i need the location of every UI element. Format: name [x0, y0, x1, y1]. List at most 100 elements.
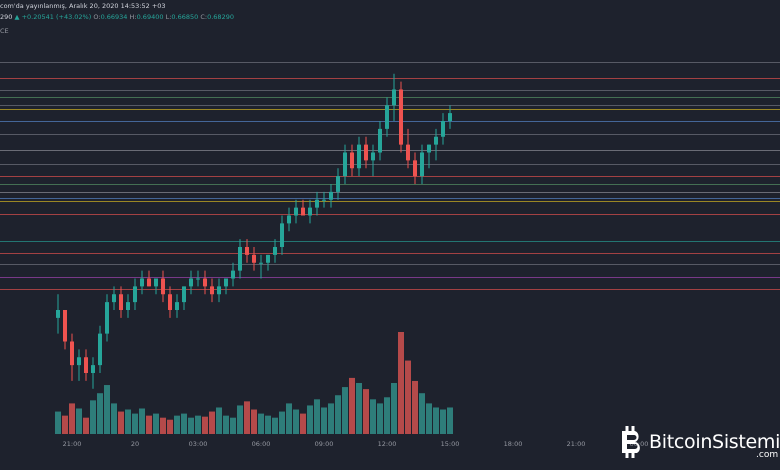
candle-53: [427, 144, 431, 169]
candle-45: [371, 144, 375, 177]
candle-49: [399, 81, 403, 153]
volume-bar-4: [83, 417, 89, 434]
volume-bar-14: [153, 413, 159, 434]
volume-bar-1: [62, 415, 68, 434]
candle-23: [217, 278, 221, 303]
candle-32: [280, 215, 284, 255]
volume-bar-55: [440, 409, 446, 434]
candle-18: [182, 286, 186, 310]
volume-bar-50: [405, 360, 411, 434]
candle-42: [350, 144, 354, 177]
candle-25: [231, 262, 235, 287]
volume-bar-0: [55, 411, 61, 434]
candle-20: [196, 270, 200, 287]
volume-bar-33: [286, 403, 292, 434]
candle-39: [329, 184, 333, 208]
candle-35: [301, 199, 305, 216]
price-change: +0.20541 (+43.02%): [21, 13, 92, 21]
candle-31: [273, 239, 277, 263]
volume-bar-2: [69, 403, 75, 434]
volume-bar-17: [174, 415, 180, 434]
volume-bar-23: [216, 407, 222, 434]
candle-52: [420, 144, 424, 184]
volume-bars: [55, 332, 453, 434]
volume-bar-24: [223, 415, 229, 434]
candle-48: [392, 73, 396, 121]
candle-50: [406, 128, 410, 169]
close-value: 0.68290: [207, 13, 234, 21]
candle-17: [175, 294, 179, 318]
volume-bar-30: [265, 415, 271, 434]
high-value: 0.69400: [136, 13, 164, 21]
x-tick-label-2: 03:00: [189, 440, 208, 448]
volume-bar-6: [97, 393, 103, 434]
candle-19: [189, 270, 193, 295]
volume-bar-38: [321, 407, 327, 434]
volume-bar-44: [363, 389, 369, 434]
horizontal-levels: [0, 62, 780, 290]
volume-bar-37: [314, 399, 320, 434]
candle-51: [413, 152, 417, 184]
volume-bar-31: [272, 417, 278, 434]
candle-14: [154, 278, 158, 295]
volume-bar-52: [419, 393, 425, 434]
candle-11: [133, 278, 137, 310]
candle-3: [77, 349, 81, 381]
volume-bar-28: [251, 409, 257, 434]
time-axis: 21:00 20 03:00 06:00 09:00 12:00 15:00 18:00 21:…: [63, 440, 649, 448]
volume-bar-40: [335, 395, 341, 434]
candle-7: [105, 294, 109, 342]
volume-bar-43: [356, 383, 362, 434]
volume-bar-10: [125, 409, 131, 434]
x-tick-label-0: 21:00: [63, 440, 82, 448]
candle-29: [259, 254, 263, 279]
bitcoin-b-logo-icon: [622, 426, 640, 458]
candle-43: [357, 136, 361, 177]
candle-10: [126, 294, 130, 318]
volume-bar-45: [370, 399, 376, 434]
volume-bar-9: [118, 411, 124, 434]
candle-6: [98, 325, 102, 373]
candle-9: [119, 286, 123, 318]
volume-bar-34: [293, 409, 299, 434]
volume-bar-47: [384, 397, 390, 434]
high-label: H:: [129, 13, 137, 21]
low-value: 0.66850: [171, 13, 199, 21]
candles: [56, 73, 452, 389]
candle-13: [147, 270, 151, 287]
volume-bar-32: [279, 411, 285, 434]
publish-info: com'da yayınlanmış, Aralık 20, 2020 14:5…: [0, 2, 166, 10]
close-label: C:: [200, 13, 208, 21]
candle-41: [343, 144, 347, 184]
open-label: O:: [93, 13, 101, 21]
volume-bar-26: [237, 405, 243, 434]
watermark-name: BitcoinSistemi: [649, 431, 780, 453]
x-tick-label-3: 06:00: [252, 440, 271, 448]
candle-56: [448, 105, 452, 129]
up-arrow-icon: ▲: [14, 13, 20, 21]
volume-bar-7: [104, 385, 110, 434]
volume-bar-35: [300, 413, 306, 434]
volume-bar-27: [244, 401, 250, 434]
volume-bar-46: [377, 403, 383, 434]
volume-bar-3: [76, 408, 82, 434]
candle-16: [168, 286, 172, 318]
volume-bar-42: [349, 377, 355, 434]
x-tick-label-6: 15:00: [441, 440, 460, 448]
candle-40: [336, 168, 340, 200]
x-tick-label-5: 12:00: [378, 440, 397, 448]
volume-bar-54: [433, 407, 439, 434]
volume-bar-18: [181, 413, 187, 434]
candle-12: [140, 270, 144, 295]
candle-38: [322, 191, 326, 208]
x-tick-label-9: 00:00: [630, 440, 649, 448]
volume-bar-21: [202, 416, 208, 434]
source-label: CE: [0, 27, 9, 35]
volume-bar-11: [132, 413, 138, 434]
volume-bar-53: [426, 403, 432, 434]
volume-bar-15: [160, 417, 166, 434]
candle-55: [441, 113, 445, 145]
volume-bar-25: [230, 417, 236, 434]
candle-4: [84, 349, 88, 381]
